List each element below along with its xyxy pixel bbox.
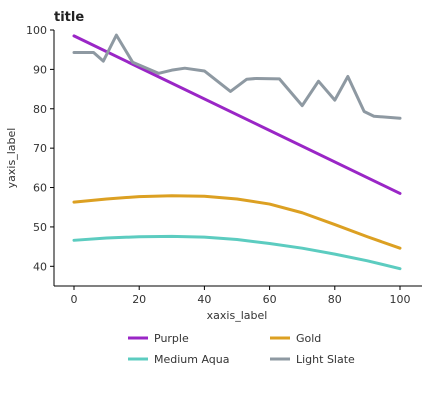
legend: Purple Gold Medium Aqua Light Slate [128, 332, 355, 366]
x-tick-label: 0 [71, 293, 78, 306]
y-tick-label: 50 [33, 221, 47, 234]
legend-label: Light Slate [296, 353, 355, 366]
x-axis: 0 20 40 60 80 100 [54, 285, 422, 306]
y-tick-label: 40 [33, 260, 47, 273]
chart-title: title [54, 10, 84, 25]
legend-item-purple: Purple [128, 332, 189, 345]
series-line-medium-aqua [72, 234, 402, 271]
series-line-gold [72, 194, 402, 250]
y-tick-label: 60 [33, 182, 47, 195]
y-axis-label: yaxis_label [5, 128, 18, 189]
series-line-light-slate [72, 33, 402, 120]
series-line-purple [72, 34, 402, 195]
legend-label: Medium Aqua [154, 353, 230, 366]
legend-item-light-slate: Light Slate [270, 353, 355, 366]
y-tick-label: 90 [33, 63, 47, 76]
y-tick-label: 70 [33, 142, 47, 155]
y-tick-label: 80 [33, 103, 47, 116]
legend-label: Gold [296, 332, 321, 345]
x-tick-label: 40 [197, 293, 211, 306]
legend-label: Purple [154, 332, 189, 345]
series-group [72, 33, 402, 271]
legend-item-medium-aqua: Medium Aqua [128, 353, 230, 366]
x-tick-label: 80 [328, 293, 342, 306]
legend-item-gold: Gold [270, 332, 321, 345]
x-tick-label: 100 [390, 293, 411, 306]
x-tick-label: 60 [263, 293, 277, 306]
y-tick-label: 100 [26, 24, 47, 37]
y-axis: 40 50 60 70 80 90 100 [26, 24, 55, 286]
x-tick-label: 20 [132, 293, 146, 306]
x-axis-label: xaxis_label [207, 309, 268, 322]
